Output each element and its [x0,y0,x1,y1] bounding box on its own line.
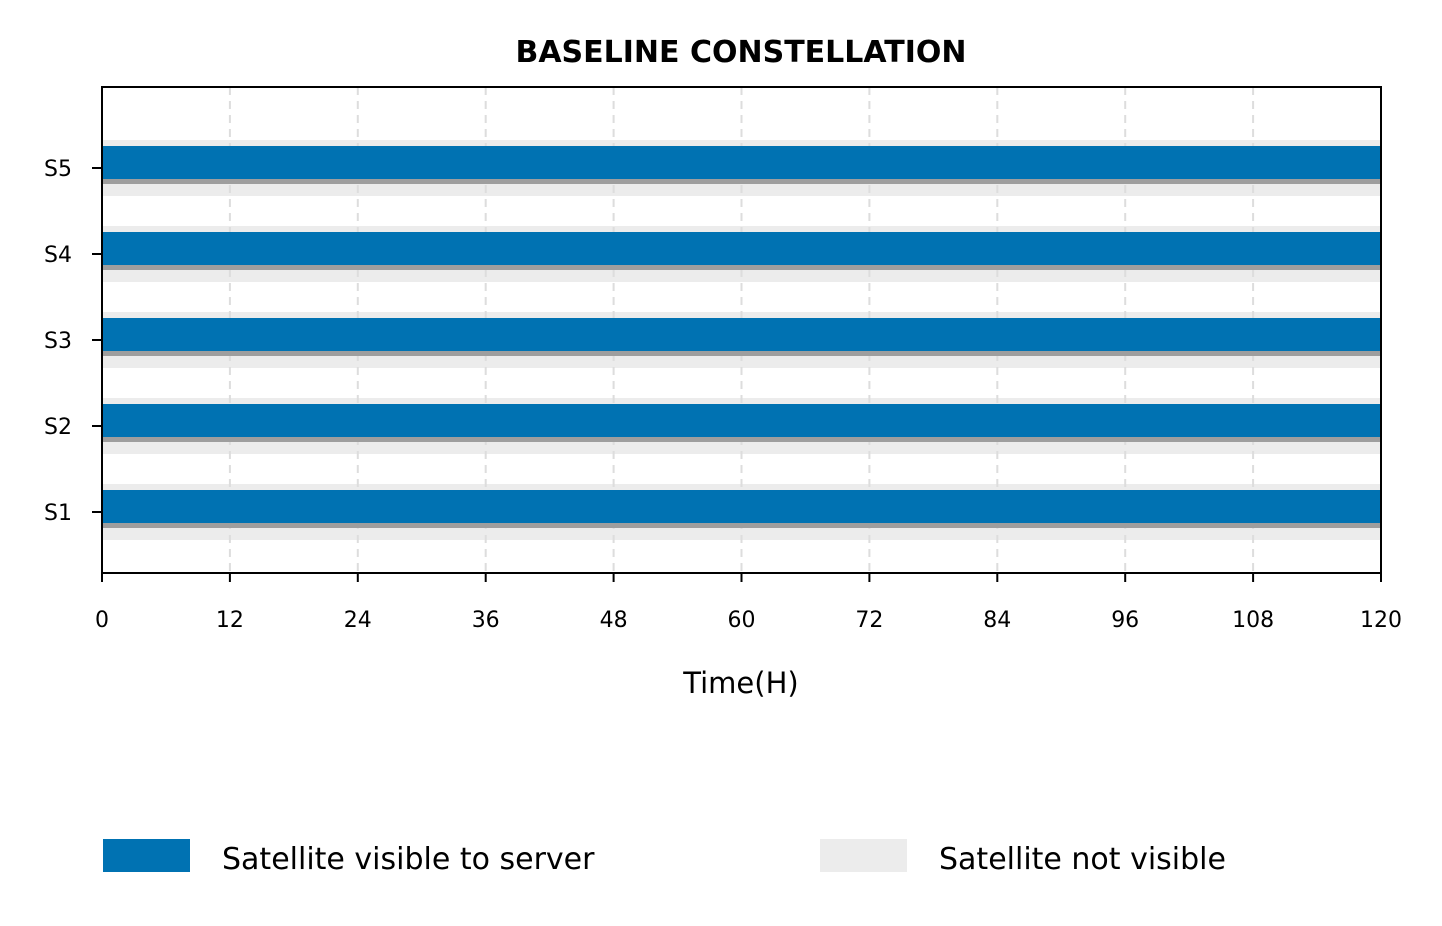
x-tick-label: 36 [472,608,500,633]
y-tick-label: S3 [44,329,72,354]
x-tick-label: 72 [855,608,883,633]
x-tick-label: 108 [1232,608,1274,633]
x-tick-label: 84 [983,608,1011,633]
visible-interval-bar-s1 [102,490,1381,523]
chart-title: BASELINE CONSTELLATION [515,35,966,70]
x-tick-label: 12 [216,608,244,633]
interval-shadow-s4 [102,264,1381,270]
interval-shadow-s1 [102,522,1381,528]
y-tick-label: S4 [44,243,72,268]
x-tick-label: 24 [344,608,372,633]
visible-interval-bar-s4 [102,232,1381,265]
x-tick-label: 96 [1111,608,1139,633]
y-tick-label: S2 [44,415,72,440]
legend: Satellite visible to server Satellite not… [103,839,1226,877]
visible-interval-bar-s2 [102,404,1381,437]
y-tick-label: S1 [44,501,72,526]
interval-shadow-s2 [102,436,1381,442]
legend-label-not-visible: Satellite not visible [939,842,1226,877]
visible-interval-bar-s3 [102,318,1381,351]
x-tick-label: 60 [728,608,756,633]
legend-swatch-not-visible [820,839,907,872]
legend-swatch-visible [103,839,190,872]
x-tick-label: 120 [1360,608,1402,633]
y-tick-label: S5 [44,157,72,182]
interval-shadow-s5 [102,178,1381,184]
x-tick-label: 0 [95,608,109,633]
legend-label-visible: Satellite visible to server [222,842,595,877]
visible-interval-bar-s5 [102,146,1381,179]
interval-shadow-s3 [102,350,1381,356]
plot-area: 0 12 24 36 48 60 72 84 96 108 120 S1 S2 S3 S4 S5 [44,86,1402,633]
x-axis-label: Time(H) [682,666,798,700]
x-tick-label: 48 [600,608,628,633]
